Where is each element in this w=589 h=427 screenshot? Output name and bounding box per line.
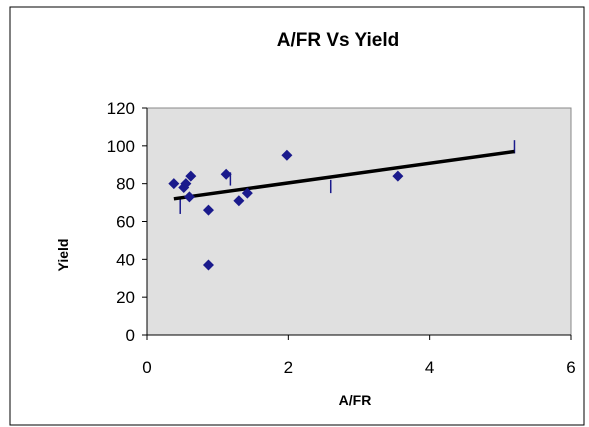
data-point xyxy=(241,187,253,199)
y-tick-label: 0 xyxy=(126,326,135,345)
data-point xyxy=(392,170,404,182)
y-tick-label: 80 xyxy=(116,175,135,194)
trendline xyxy=(173,149,515,201)
y-tick-label: 120 xyxy=(107,99,135,118)
data-point xyxy=(281,149,293,161)
plot-area xyxy=(146,107,572,336)
x-tick-label: 0 xyxy=(142,358,151,377)
data-point xyxy=(168,178,180,190)
data-point xyxy=(202,204,214,216)
data-point xyxy=(183,191,195,203)
y-tick-label: 40 xyxy=(116,250,135,269)
y-tick-label: 60 xyxy=(116,213,135,232)
y-axis-label: Yield xyxy=(55,239,71,272)
y-tick-label: 20 xyxy=(116,288,135,307)
data-point xyxy=(180,178,192,190)
data-point xyxy=(185,170,197,182)
y-axis-ticks: 0 20 40 60 80 100 120 xyxy=(107,99,147,345)
x-tick-label: 4 xyxy=(425,358,434,377)
trendline-layer xyxy=(173,149,515,201)
x-axis-ticks: 0 2 4 6 xyxy=(142,335,576,377)
x-tick-label: 6 xyxy=(566,358,575,377)
data-point xyxy=(202,259,214,271)
x-tick-label: 2 xyxy=(284,358,293,377)
data-point xyxy=(220,168,232,180)
y-tick-label: 100 xyxy=(107,137,135,156)
data-point xyxy=(233,195,245,207)
x-axis-label: A/FR xyxy=(339,392,372,408)
chart-title: A/FR Vs Yield xyxy=(277,30,399,51)
data-points xyxy=(168,149,404,271)
